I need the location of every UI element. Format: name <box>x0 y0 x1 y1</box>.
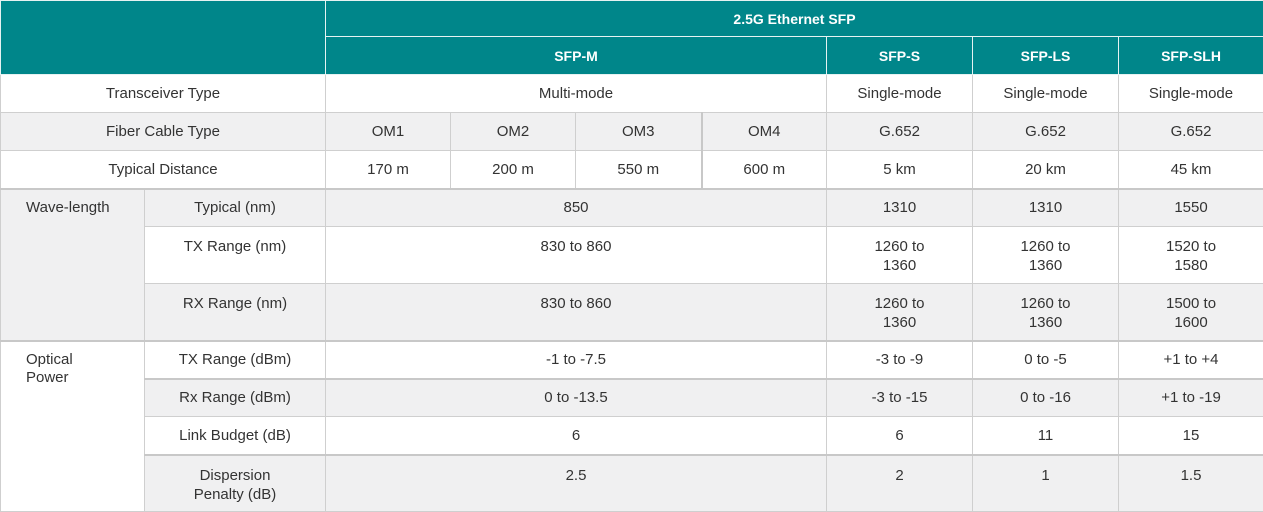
cell-sfp-m: 850 <box>326 189 827 227</box>
row-label: TX Range (dBm) <box>145 341 326 379</box>
row-wavelength-rx: RX Range (nm) 830 to 860 1260 to 1360 126… <box>1 284 1263 341</box>
line-2: 1360 <box>883 314 916 331</box>
cell-om4: 600 m <box>702 151 827 189</box>
row-wavelength-tx: TX Range (nm) 830 to 860 1260 to 1360 126… <box>1 227 1263 284</box>
header-family: 2.5G Ethernet SFP <box>326 1 1263 37</box>
row-label: Rx Range (dBm) <box>145 379 326 417</box>
cell-sfp-slh: 1520 to 1580 <box>1119 227 1263 284</box>
cell-sfp-ls: Single-mode <box>973 75 1119 113</box>
cell-sfp-ls: 0 to -5 <box>973 341 1119 379</box>
cell-sfp-ls: 11 <box>973 417 1119 455</box>
cell-sfp-s: 2 <box>827 455 973 512</box>
line-2: 1360 <box>883 257 916 274</box>
row-label: Dispersion Penalty (dB) <box>145 455 326 512</box>
cell-sfp-ls: 20 km <box>973 151 1119 189</box>
cell-sfp-m: -1 to -7.5 <box>326 341 827 379</box>
cell-om3: OM3 <box>576 113 702 151</box>
cell-sfp-s: 1260 to 1360 <box>827 227 973 284</box>
row-wavelength-typical: Wave-length Typical (nm) 850 1310 1310 1… <box>1 189 1263 227</box>
cell-sfp-s: 1310 <box>827 189 973 227</box>
row-label: Transceiver Type <box>1 75 326 113</box>
cell-sfp-slh: 1.5 <box>1119 455 1263 512</box>
cell-sfp-slh: 1550 <box>1119 189 1263 227</box>
row-label: Link Budget (dB) <box>145 417 326 455</box>
row-label: Typical Distance <box>1 151 326 189</box>
row-transceiver-type: Transceiver Type Multi-mode Single-mode … <box>1 75 1263 113</box>
cell-om4: OM4 <box>702 113 827 151</box>
header-model-sfp-ls: SFP-LS <box>973 37 1119 75</box>
cell-sfp-s: 6 <box>827 417 973 455</box>
cell-sfp-slh: +1 to -19 <box>1119 379 1263 417</box>
cell-sfp-ls: 1260 to 1360 <box>973 227 1119 284</box>
cell-om2: OM2 <box>451 113 576 151</box>
row-label: Typical (nm) <box>145 189 326 227</box>
cell-sfp-s: -3 to -9 <box>827 341 973 379</box>
line-1: 1260 to <box>874 238 924 255</box>
cell-sfp-s: 5 km <box>827 151 973 189</box>
line-1: 1520 to <box>1166 238 1216 255</box>
cell-om1: 170 m <box>326 151 451 189</box>
row-optical-rx: Rx Range (dBm) 0 to -13.5 -3 to -15 0 to… <box>1 379 1263 417</box>
line-1: 1500 to <box>1166 295 1216 312</box>
cell-sfp-ls: 1260 to 1360 <box>973 284 1119 341</box>
cell-om2: 200 m <box>451 151 576 189</box>
cell-sfp-m: 6 <box>326 417 827 455</box>
cell-sfp-slh: 1500 to 1600 <box>1119 284 1263 341</box>
cell-sfp-s: Single-mode <box>827 75 973 113</box>
cell-sfp-slh: 15 <box>1119 417 1263 455</box>
line-1: Optical <box>26 351 73 368</box>
header-model-sfp-slh: SFP-SLH <box>1119 37 1263 75</box>
cell-sfp-m: 830 to 860 <box>326 227 827 284</box>
line-2: 1360 <box>1029 314 1062 331</box>
line-2: Power <box>26 369 69 386</box>
line-2: Penalty (dB) <box>194 486 277 503</box>
header-corner <box>1 1 326 75</box>
line-1: 1260 to <box>1020 238 1070 255</box>
cell-sfp-s: 1260 to 1360 <box>827 284 973 341</box>
row-link-budget: Link Budget (dB) 6 6 11 15 <box>1 417 1263 455</box>
cell-sfp-ls: G.652 <box>973 113 1119 151</box>
cell-sfp-s: -3 to -15 <box>827 379 973 417</box>
cell-sfp-ls: 0 to -16 <box>973 379 1119 417</box>
cell-sfp-ls: 1310 <box>973 189 1119 227</box>
row-fiber-cable-type: Fiber Cable Type OM1 OM2 OM3 OM4 G.652 G… <box>1 113 1263 151</box>
row-typical-distance: Typical Distance 170 m 200 m 550 m 600 m… <box>1 151 1263 189</box>
line-1: 1260 to <box>1020 295 1070 312</box>
line-2: 1580 <box>1174 257 1207 274</box>
cell-sfp-m: 0 to -13.5 <box>326 379 827 417</box>
group-wavelength: Wave-length <box>1 189 145 341</box>
cell-sfp-m: Multi-mode <box>326 75 827 113</box>
cell-sfp-m: 2.5 <box>326 455 827 512</box>
line-1: Dispersion <box>200 467 271 484</box>
row-label: TX Range (nm) <box>145 227 326 284</box>
cell-om1: OM1 <box>326 113 451 151</box>
line-2: 1360 <box>1029 257 1062 274</box>
cell-sfp-slh: G.652 <box>1119 113 1263 151</box>
header-model-sfp-s: SFP-S <box>827 37 973 75</box>
header-model-sfp-m: SFP-M <box>326 37 827 75</box>
cell-sfp-ls: 1 <box>973 455 1119 512</box>
row-label: RX Range (nm) <box>145 284 326 341</box>
cell-sfp-slh: 45 km <box>1119 151 1263 189</box>
row-dispersion-penalty: Dispersion Penalty (dB) 2.5 2 1 1.5 <box>1 455 1263 512</box>
line-2: 1600 <box>1174 314 1207 331</box>
cell-sfp-m: 830 to 860 <box>326 284 827 341</box>
cell-sfp-slh: +1 to +4 <box>1119 341 1263 379</box>
cell-om3: 550 m <box>576 151 702 189</box>
line-1: 1260 to <box>874 295 924 312</box>
row-label: Fiber Cable Type <box>1 113 326 151</box>
cell-sfp-slh: Single-mode <box>1119 75 1263 113</box>
cell-sfp-s: G.652 <box>827 113 973 151</box>
